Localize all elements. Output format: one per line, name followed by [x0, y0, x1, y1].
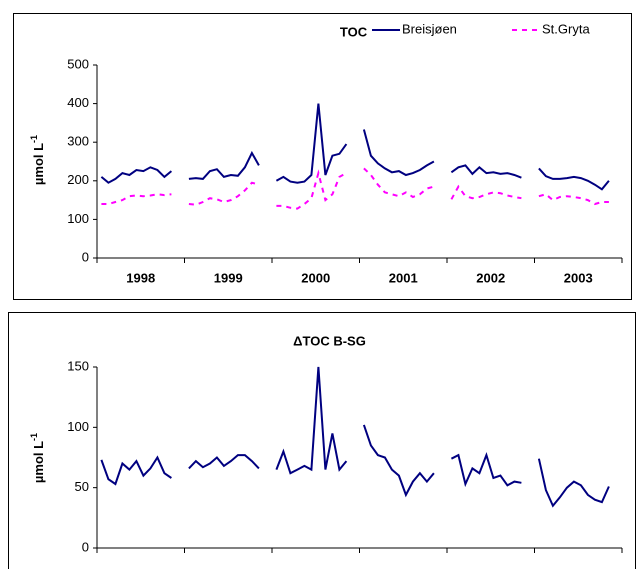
y-tick-label: 100	[67, 211, 89, 226]
x-tick-label: 1999	[214, 270, 243, 285]
panel-border	[8, 312, 636, 569]
x-tick-label: 2003	[564, 270, 593, 285]
legend-label: St.Gryta	[542, 21, 590, 36]
y-tick-label: 300	[67, 134, 89, 149]
legend-label: Breisjøen	[402, 21, 457, 36]
y-label-sup: -1	[29, 135, 39, 143]
y-label-sup: -1	[29, 433, 39, 441]
y-tick-label: 0	[82, 249, 89, 264]
y-tick-label: 100	[67, 419, 89, 434]
x-tick-label: 2002	[476, 270, 505, 285]
series-line	[100, 366, 610, 508]
y-axis-label: µmol L-1	[29, 135, 46, 185]
x-tick-label: 1998	[126, 270, 155, 285]
chart-title: TOC	[340, 24, 368, 39]
y-tick-label: 500	[67, 56, 89, 71]
y-tick-label: 400	[67, 95, 89, 110]
x-tick-label: 2001	[389, 270, 418, 285]
panel-border	[13, 13, 632, 300]
x-tick-label: 2000	[301, 270, 330, 285]
y-tick-label: 200	[67, 172, 89, 187]
chart-title: ΔTOC B-SG	[293, 333, 366, 348]
series-line	[100, 103, 610, 191]
y-label-text: µmol L	[31, 143, 46, 185]
series-line	[101, 167, 609, 210]
y-tick-label: 0	[82, 539, 89, 554]
y-axis-label: µmol L-1	[29, 433, 46, 483]
y-tick-label: 150	[67, 358, 89, 373]
y-tick-label: 50	[75, 479, 89, 494]
y-label-text: µmol L	[31, 441, 46, 483]
